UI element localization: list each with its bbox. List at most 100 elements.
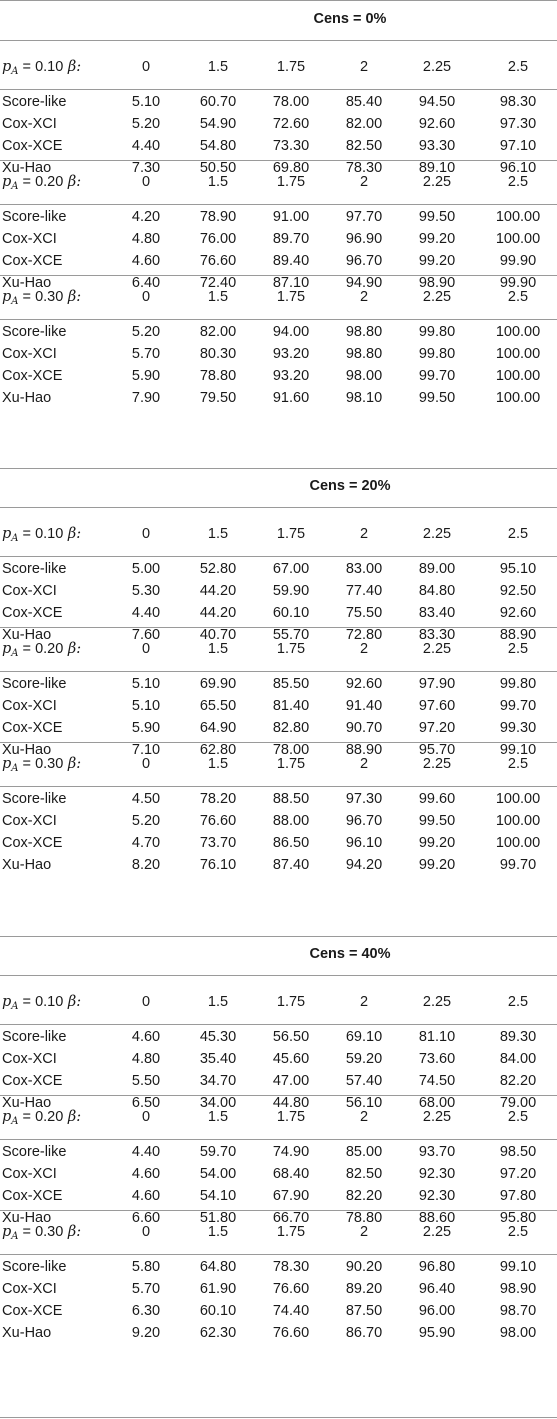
beta-column-header: 2.5 (507, 994, 529, 1010)
pA-value: 0.20 (35, 1109, 64, 1125)
power-value-cell: 54.00 (199, 1166, 237, 1182)
power-value-cell: 99.80 (499, 676, 537, 692)
power-value-cell: 78.90 (199, 209, 237, 225)
power-value-cell: 95.80 (499, 1210, 537, 1226)
power-value-cell: 51.80 (199, 1210, 237, 1226)
power-value-cell: 64.90 (199, 720, 237, 736)
power-value-cell: 44.80 (272, 1095, 310, 1111)
equals-sign: = (18, 526, 36, 542)
power-value-cell: 82.80 (272, 720, 310, 736)
power-value-cell: 89.70 (272, 231, 310, 247)
power-value-cell: 94.90 (345, 275, 383, 291)
power-value-cell: 97.30 (345, 791, 383, 807)
power-value-cell: 97.10 (499, 138, 537, 154)
power-value-cell: 5.90 (131, 368, 161, 384)
equals-sign: = (18, 59, 36, 75)
power-value-cell: 73.60 (418, 1051, 456, 1067)
power-value-cell: 78.80 (199, 368, 237, 384)
power-value-cell: 60.10 (272, 605, 310, 621)
beta-column-header: 1.5 (207, 1224, 229, 1240)
row-divider (0, 786, 557, 787)
beta-column-header: 0 (141, 1224, 151, 1240)
power-value-cell: 4.40 (131, 1144, 161, 1160)
power-value-cell: 100.00 (495, 346, 541, 362)
power-value-cell: 91.40 (345, 698, 383, 714)
beta-column-header: 1.75 (276, 756, 306, 772)
row-divider (0, 975, 557, 976)
power-value-cell: 69.90 (199, 676, 237, 692)
beta-column-header: 0 (141, 526, 151, 542)
row-divider (0, 468, 557, 469)
power-value-cell: 6.50 (131, 1095, 161, 1111)
method-label: Score-like (2, 324, 67, 340)
power-value-cell: 98.30 (499, 94, 537, 110)
power-value-cell: 78.20 (199, 791, 237, 807)
power-value-cell: 99.50 (418, 390, 456, 406)
method-label: Xu-Hao (2, 1095, 52, 1111)
power-value-cell: 100.00 (495, 324, 541, 340)
beta-column-header: 2.5 (507, 1109, 529, 1125)
beta-symbol: β: (67, 174, 82, 190)
power-value-cell: 92.30 (418, 1166, 456, 1182)
row-divider (0, 1210, 557, 1211)
power-value-cell: 5.70 (131, 346, 161, 362)
power-value-cell: 5.30 (131, 583, 161, 599)
power-value-cell: 87.10 (272, 275, 310, 291)
pA-value: 0.30 (35, 756, 64, 772)
power-value-cell: 34.70 (199, 1073, 237, 1089)
method-label: Xu-Hao (2, 1210, 52, 1226)
beta-column-header: 2.25 (422, 59, 452, 75)
p-subscript: A (11, 296, 19, 307)
beta-column-header: 2 (359, 289, 369, 305)
power-value-cell: 97.20 (418, 720, 456, 736)
method-label: Cox-XCI (2, 813, 57, 829)
p-symbol: p (2, 756, 12, 772)
method-label: Xu-Hao (2, 627, 52, 643)
beta-column-header: 2.5 (507, 526, 529, 542)
power-value-cell: 92.50 (499, 583, 537, 599)
power-value-cell: 60.70 (199, 94, 237, 110)
power-value-cell: 90.70 (345, 720, 383, 736)
power-value-cell: 59.70 (199, 1144, 237, 1160)
power-value-cell: 75.50 (345, 605, 383, 621)
power-value-cell: 95.10 (499, 561, 537, 577)
power-value-cell: 100.00 (495, 791, 541, 807)
beta-column-header: 2.5 (507, 59, 529, 75)
power-value-cell: 82.50 (345, 1166, 383, 1182)
power-value-cell: 44.20 (199, 605, 237, 621)
power-value-cell: 80.30 (199, 346, 237, 362)
row-divider (0, 627, 557, 628)
power-value-cell: 97.90 (418, 676, 456, 692)
p-subscript: A (11, 1231, 19, 1242)
power-value-cell: 8.20 (131, 857, 161, 873)
power-value-cell: 83.40 (418, 605, 456, 621)
row-divider (0, 275, 557, 276)
beta-column-header: 1.75 (276, 174, 306, 190)
power-value-cell: 79.50 (199, 390, 237, 406)
power-value-cell: 93.70 (418, 1144, 456, 1160)
group-header-label: pA = 0.20 β: (2, 1106, 81, 1128)
power-value-cell: 99.80 (418, 324, 456, 340)
pA-value: 0.20 (35, 641, 64, 657)
power-value-cell: 9.20 (131, 1325, 161, 1341)
power-value-cell: 5.10 (131, 698, 161, 714)
power-value-cell: 67.00 (272, 561, 310, 577)
power-value-cell: 82.20 (499, 1073, 537, 1089)
method-label: Xu-Hao (2, 160, 52, 176)
beta-symbol: β: (67, 756, 82, 772)
row-divider (0, 1139, 557, 1140)
beta-column-header: 1.5 (207, 756, 229, 772)
beta-column-header: 1.5 (207, 641, 229, 657)
power-value-cell: 76.10 (199, 857, 237, 873)
row-divider (0, 507, 557, 508)
power-value-cell: 98.90 (418, 275, 456, 291)
beta-column-header: 1.75 (276, 289, 306, 305)
beta-column-header: 0 (141, 59, 151, 75)
power-value-cell: 85.40 (345, 94, 383, 110)
beta-column-header: 2.5 (507, 641, 529, 657)
power-value-cell: 67.90 (272, 1188, 310, 1204)
power-value-cell: 100.00 (495, 368, 541, 384)
power-value-cell: 83.00 (345, 561, 383, 577)
power-value-cell: 74.50 (418, 1073, 456, 1089)
power-value-cell: 4.50 (131, 791, 161, 807)
